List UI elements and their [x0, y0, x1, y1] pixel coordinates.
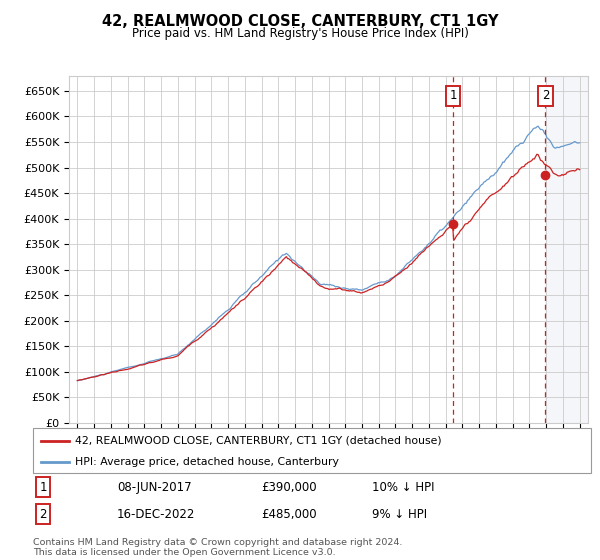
Text: 10% ↓ HPI: 10% ↓ HPI — [372, 480, 434, 494]
Bar — [545, 76, 588, 423]
Text: £485,000: £485,000 — [261, 507, 317, 521]
Text: 42, REALMWOOD CLOSE, CANTERBURY, CT1 1GY (detached house): 42, REALMWOOD CLOSE, CANTERBURY, CT1 1GY… — [75, 436, 442, 446]
Text: £390,000: £390,000 — [261, 480, 317, 494]
Text: 08-JUN-2017: 08-JUN-2017 — [117, 480, 191, 494]
Text: 1: 1 — [40, 480, 47, 494]
Text: 2: 2 — [40, 507, 47, 521]
Text: 16-DEC-2022: 16-DEC-2022 — [117, 507, 196, 521]
Text: Contains HM Land Registry data © Crown copyright and database right 2024.
This d: Contains HM Land Registry data © Crown c… — [33, 538, 403, 557]
Text: HPI: Average price, detached house, Canterbury: HPI: Average price, detached house, Cant… — [75, 457, 339, 467]
Text: 1: 1 — [449, 90, 457, 102]
Text: 2: 2 — [542, 90, 549, 102]
FancyBboxPatch shape — [33, 428, 591, 473]
Text: Price paid vs. HM Land Registry's House Price Index (HPI): Price paid vs. HM Land Registry's House … — [131, 27, 469, 40]
Text: 42, REALMWOOD CLOSE, CANTERBURY, CT1 1GY: 42, REALMWOOD CLOSE, CANTERBURY, CT1 1GY — [102, 14, 498, 29]
Text: 9% ↓ HPI: 9% ↓ HPI — [372, 507, 427, 521]
